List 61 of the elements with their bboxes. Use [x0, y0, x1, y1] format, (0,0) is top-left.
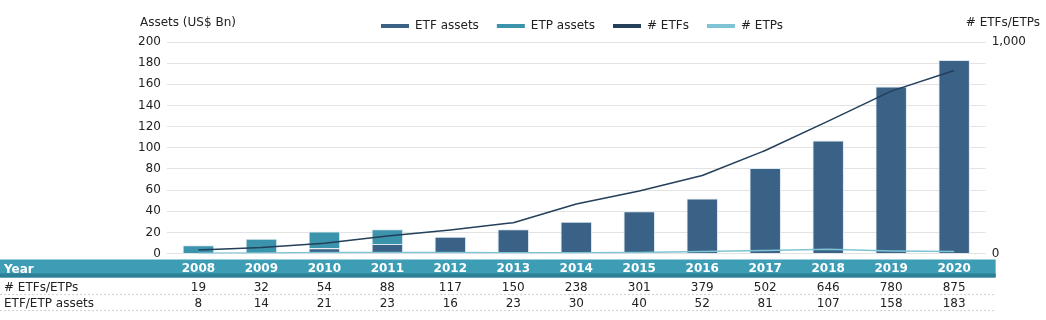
text: 40	[631, 295, 647, 310]
y-tick-label: 200	[138, 34, 161, 49]
y-tick-label: 140	[138, 97, 161, 112]
x-tick-label: 2009	[244, 260, 279, 275]
x-tick-label: 2012	[433, 260, 468, 275]
text: 117	[438, 279, 462, 294]
text: 238	[564, 279, 588, 294]
text: 21	[316, 295, 332, 310]
text: 32	[253, 279, 270, 294]
text: 19	[190, 279, 207, 294]
x-tick-label: 2019	[874, 260, 908, 275]
y-tick-label: 100	[138, 139, 161, 154]
y-tick-label: 80	[145, 161, 161, 176]
x-tick-label: 2015	[622, 260, 656, 275]
text: 23	[379, 295, 395, 310]
text: 107	[816, 295, 840, 310]
y2-tick-label: 0	[991, 245, 1000, 260]
text: 158	[879, 295, 903, 310]
y-axis-title: Assets (US$ Bn)	[140, 15, 236, 29]
y2-axis-title: # ETFs/ETPs	[965, 15, 1040, 29]
y-tick-label: 40	[145, 203, 161, 218]
y-tick-label: 180	[138, 55, 161, 70]
text: 23	[505, 295, 521, 310]
x-tick-label: 2014	[559, 260, 593, 275]
x-tick-label: 2020	[937, 260, 971, 275]
text: 875	[942, 279, 966, 294]
x-tick-label: 2018	[811, 260, 845, 275]
x-tick-label: 2011	[370, 260, 405, 275]
text: 8	[194, 295, 203, 310]
text: 88	[379, 279, 395, 294]
text: 502	[753, 279, 777, 294]
text: 301	[627, 279, 651, 294]
text: 183	[942, 295, 966, 310]
text: # ETFs/ETPs	[4, 279, 79, 294]
text: 30	[568, 295, 584, 310]
y-tick-label: 60	[145, 182, 161, 197]
x-tick-label: 2016	[685, 260, 719, 275]
y2-tick-label: 1,000	[991, 34, 1027, 49]
legend-label: # ETPs	[740, 18, 783, 33]
legend-label: ETP assets	[530, 18, 596, 33]
text: 379	[690, 279, 714, 294]
legend-label: # ETFs	[647, 18, 689, 33]
text: 81	[757, 295, 773, 310]
y-tick-label: 0	[153, 245, 161, 260]
x-tick-label: 2017	[748, 260, 782, 275]
text: Year	[3, 261, 34, 276]
y-tick-label: 20	[145, 224, 161, 239]
text: 646	[816, 279, 840, 294]
y-tick-label: 160	[138, 76, 161, 91]
text: ETF/ETP assets	[4, 295, 95, 310]
y-tick-label: 120	[138, 118, 161, 133]
text: 52	[694, 295, 710, 310]
x-tick-label: 2013	[496, 260, 530, 275]
legend-label: ETF assets	[415, 18, 479, 33]
text: 780	[879, 279, 903, 294]
x-tick-label: 2010	[307, 260, 342, 275]
text: 150	[501, 279, 525, 294]
text: 54	[316, 279, 332, 294]
text: 16	[442, 295, 458, 310]
x-tick-label: 2008	[181, 260, 216, 275]
text: 14	[253, 295, 270, 310]
